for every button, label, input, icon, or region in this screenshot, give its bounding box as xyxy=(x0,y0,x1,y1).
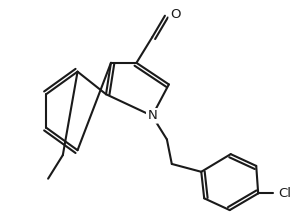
Text: N: N xyxy=(147,109,157,122)
Text: O: O xyxy=(170,8,180,21)
Text: Cl: Cl xyxy=(278,187,291,200)
